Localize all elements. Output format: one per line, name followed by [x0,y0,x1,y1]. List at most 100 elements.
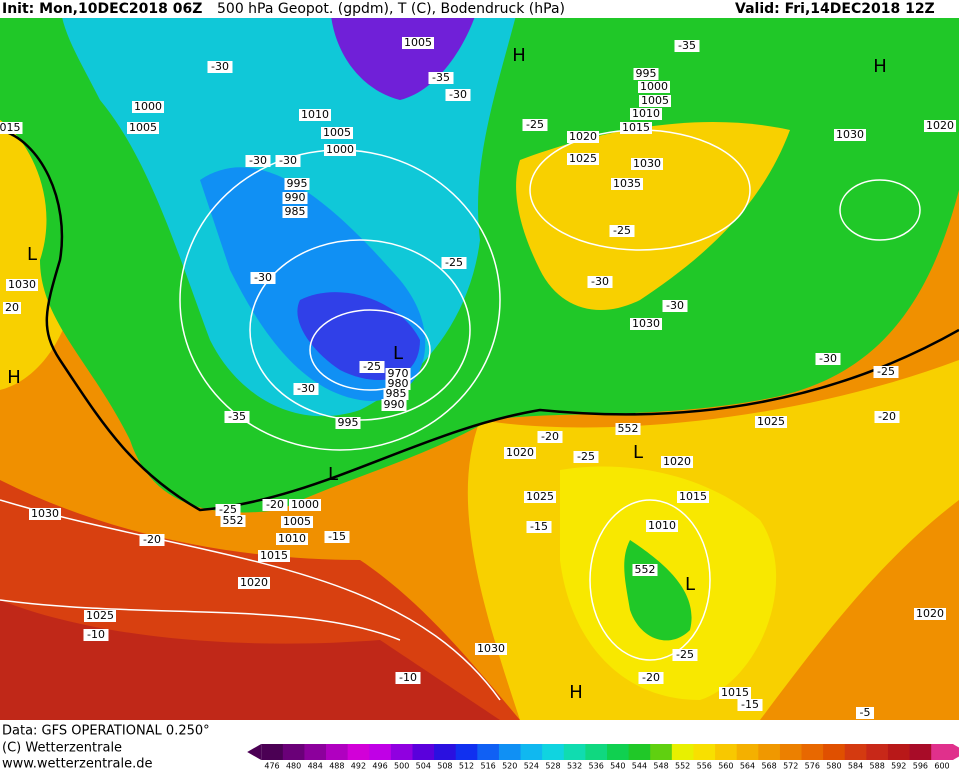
scale-label: 480 [286,762,301,770]
label-box [587,276,613,288]
label-box [84,610,116,622]
map-label: 1005 [283,515,311,528]
scale-swatch [369,744,392,760]
map-label: -30 [591,275,609,288]
label-box [631,158,663,170]
scale-swatch [326,744,349,760]
scale-swatch [304,744,327,760]
map-label: -25 [526,118,544,131]
label-box [324,531,350,543]
label-box [293,383,319,395]
pressure-center: H [7,367,21,388]
scale-label: 520 [502,762,517,770]
scale-swatch [931,744,954,760]
label-box [335,417,361,429]
map-label: 1030 [8,278,36,291]
scale-label: 584 [848,762,863,770]
map-label: 015 [0,121,21,134]
label-box [633,68,659,80]
scale-swatch [909,744,932,760]
label-box [284,178,310,190]
label-box [504,447,536,459]
label-box [276,533,308,545]
scale-swatch [498,744,522,760]
map-label: 1005 [323,126,351,139]
map-label: 1025 [86,609,114,622]
scale-swatch [801,744,824,760]
pressure-center: H [569,682,583,703]
label-box [719,687,751,699]
label-box [609,225,635,237]
map-label: -20 [266,498,284,511]
map-label: 985 [285,205,306,218]
label-box [834,129,866,141]
scale-swatch [261,744,284,760]
label-box [6,279,38,291]
scale-swatch [758,744,781,760]
label-box [611,178,643,190]
label-box [615,423,641,435]
low-center [297,292,420,380]
map-label: 1005 [129,121,157,134]
map-label: -10 [399,671,417,684]
scale-swatch [693,744,716,760]
label-box [445,89,471,101]
hot-region [0,600,500,720]
scale-label: 564 [740,762,755,770]
map [0,0,959,720]
label-box [299,109,331,121]
map-label: 1000 [134,100,162,113]
polar-vortex [330,0,480,100]
map-label: -20 [878,410,896,423]
map-label: -25 [363,360,381,373]
map-label: 970 [388,367,409,380]
label-box [29,508,61,520]
label-box [567,131,599,143]
map-label: 1000 [640,80,668,93]
scale-label: 548 [653,762,668,770]
label-box [755,416,787,428]
label-box [207,61,233,73]
label-box [856,707,874,719]
scale-label: 508 [437,762,452,770]
scale-label: 528 [545,762,560,770]
label-box [83,629,109,641]
map-label: 1025 [569,152,597,165]
map-label: -30 [297,382,315,395]
label-box [441,257,467,269]
map-label: 552 [618,422,639,435]
map-label: 1015 [721,686,749,699]
scale-label: 488 [329,762,344,770]
scale-label: 500 [394,762,409,770]
pressure-center: L [27,244,37,265]
map-label: 1025 [526,490,554,503]
scale-swatch [585,744,608,760]
scale-label: 532 [567,762,582,770]
label-box [573,451,599,463]
label-box [526,521,552,533]
scale-label: 484 [308,762,323,770]
map-label: -35 [678,39,696,52]
map-label: 1000 [326,143,354,156]
scale-label: 568 [761,762,776,770]
label-box [282,192,308,204]
map-label: -20 [642,671,660,684]
label-box [220,515,246,527]
init-time: Init: Mon,10DEC2018 06Z [2,1,202,17]
map-label: -30 [211,60,229,73]
label-box [324,144,356,156]
scale-swatch [671,744,694,760]
scale-swatch [650,744,673,760]
map-label: 990 [285,191,306,204]
map-label: 1030 [633,157,661,170]
map-title: 500 hPa Geopot. (gpdm), T (C), Bodendruc… [217,1,565,17]
scale-swatch [563,744,586,760]
scale-label: 496 [372,762,387,770]
map-label: 1015 [260,549,288,562]
scale-swatch [477,744,500,760]
map-label: 1010 [278,532,306,545]
map-label: 1005 [641,94,669,107]
label-box [924,120,956,132]
